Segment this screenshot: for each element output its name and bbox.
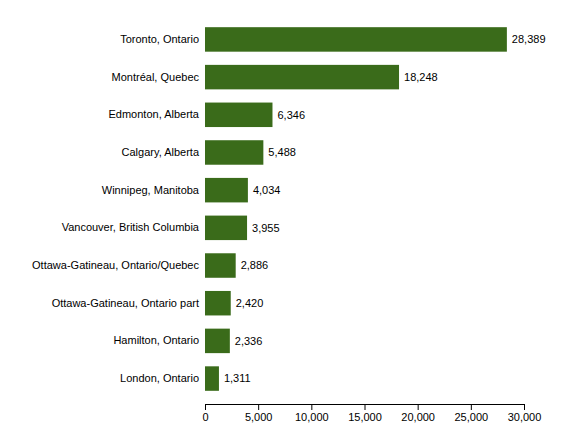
tick-mark — [311, 404, 312, 410]
tick: 10,000 — [295, 404, 329, 423]
category-label: Calgary, Alberta — [122, 146, 200, 158]
bar — [205, 291, 231, 315]
category-tick: Ottawa-Gatineau, Ontario/Quebec — [32, 259, 199, 271]
bar — [205, 103, 272, 127]
tick-mark — [365, 404, 366, 410]
tick-label: 5,000 — [245, 411, 273, 423]
category-tick: Montréal, Quebec — [112, 71, 200, 83]
bar — [205, 366, 219, 390]
bar — [205, 140, 263, 164]
bar — [205, 216, 247, 240]
category-tick: Winnipeg, Manitoba — [102, 184, 200, 196]
chart-container: 0 5,000 10,000 15,000 20,000 25,000 30,000 Lond… — [0, 0, 576, 434]
bar — [205, 253, 236, 277]
tick-mark — [524, 404, 525, 410]
tick: 25,000 — [455, 404, 489, 423]
category-tick: Calgary, Alberta — [122, 146, 200, 158]
category-tick: Edmonton, Alberta — [108, 108, 199, 120]
plot: 0 5,000 10,000 15,000 20,000 25,000 30,000 Lond… — [32, 27, 545, 423]
category-label: Ottawa-Gatineau, Ontario/Quebec — [32, 259, 199, 271]
data-label: 2,336 — [235, 335, 263, 347]
value-axis: 0 5,000 10,000 15,000 20,000 25,000 30,000 — [202, 404, 541, 423]
tick: 15,000 — [348, 404, 382, 423]
tick-label: 20,000 — [401, 411, 435, 423]
tick-label: 15,000 — [348, 411, 382, 423]
tick: 5,000 — [245, 404, 273, 423]
category-tick: London, Ontario — [120, 372, 199, 384]
category-tick: Ottawa-Gatineau, Ontario part — [52, 297, 199, 309]
data-labels: 1,311 2,336 2,420 2,886 3,955 4,034 5,488 6,346… — [224, 33, 546, 384]
data-label: 2,886 — [241, 259, 269, 271]
category-tick: Toronto, Ontario — [120, 33, 199, 45]
bar — [205, 178, 248, 202]
category-axis: London, Ontario Hamilton, Ontario Ottawa-G… — [32, 33, 200, 384]
category-label: Winnipeg, Manitoba — [102, 184, 200, 196]
tick-label: 10,000 — [295, 411, 329, 423]
tick-mark — [258, 404, 259, 410]
data-label: 3,955 — [252, 222, 280, 234]
tick: 0 — [202, 404, 208, 423]
data-label: 4,034 — [253, 184, 281, 196]
tick-mark — [205, 404, 206, 410]
data-label: 2,420 — [236, 297, 264, 309]
data-label: 5,488 — [268, 146, 296, 158]
category-label: Montréal, Quebec — [112, 71, 200, 83]
bars — [205, 27, 507, 391]
category-label: Vancouver, British Columbia — [62, 221, 200, 233]
bar — [205, 329, 230, 353]
bar — [205, 27, 507, 51]
tick-mark — [471, 404, 472, 410]
data-label: 1,311 — [224, 372, 251, 384]
tick: 30,000 — [508, 404, 542, 423]
tick-mark — [418, 404, 419, 410]
chart: 0 5,000 10,000 15,000 20,000 25,000 30,000 Lond… — [0, 0, 576, 434]
category-tick: Vancouver, British Columbia — [62, 221, 200, 233]
data-label: 28,389 — [512, 33, 546, 45]
bar — [205, 65, 399, 89]
tick: 20,000 — [401, 404, 435, 423]
category-label: London, Ontario — [120, 372, 199, 384]
category-label: Toronto, Ontario — [120, 33, 199, 45]
tick-label: 25,000 — [455, 411, 489, 423]
tick-label: 0 — [202, 411, 208, 423]
category-label: Hamilton, Ontario — [113, 334, 199, 346]
data-label: 18,248 — [404, 71, 438, 83]
tick-label: 30,000 — [508, 411, 542, 423]
category-label: Ottawa-Gatineau, Ontario part — [52, 297, 199, 309]
category-tick: Hamilton, Ontario — [113, 334, 199, 346]
category-label: Edmonton, Alberta — [108, 108, 199, 120]
data-label: 6,346 — [277, 109, 305, 121]
